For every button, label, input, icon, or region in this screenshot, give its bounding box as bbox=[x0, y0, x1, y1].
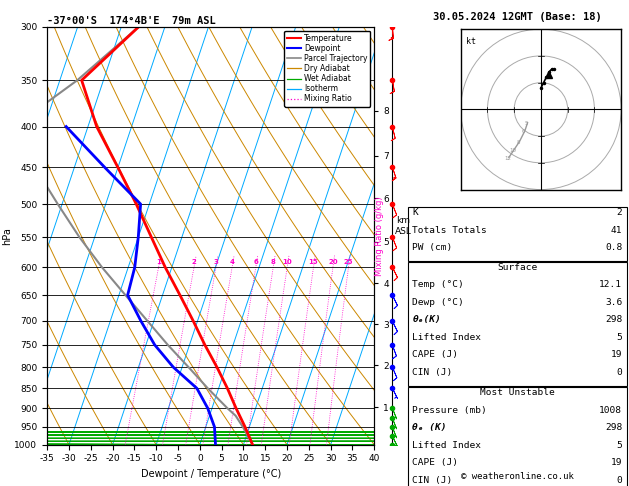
Text: 25: 25 bbox=[343, 259, 353, 265]
Text: 15: 15 bbox=[309, 259, 318, 265]
Text: 8: 8 bbox=[516, 140, 520, 145]
Y-axis label: km
ASL: km ASL bbox=[394, 216, 411, 236]
Legend: Temperature, Dewpoint, Parcel Trajectory, Dry Adiabat, Wet Adiabat, Isotherm, Mi: Temperature, Dewpoint, Parcel Trajectory… bbox=[284, 31, 370, 106]
Text: 6: 6 bbox=[253, 259, 258, 265]
Text: 2: 2 bbox=[616, 208, 622, 218]
Text: θₑ(K): θₑ(K) bbox=[413, 315, 441, 325]
Text: 0: 0 bbox=[616, 368, 622, 377]
X-axis label: Dewpoint / Temperature (°C): Dewpoint / Temperature (°C) bbox=[141, 469, 281, 479]
Text: Lifted Index: Lifted Index bbox=[413, 333, 481, 342]
Text: Dewp (°C): Dewp (°C) bbox=[413, 298, 464, 307]
Y-axis label: hPa: hPa bbox=[2, 227, 12, 244]
Text: 5: 5 bbox=[525, 122, 528, 126]
Text: 19: 19 bbox=[611, 350, 622, 360]
Text: 1008: 1008 bbox=[599, 406, 622, 415]
Text: Lifted Index: Lifted Index bbox=[413, 441, 481, 450]
Text: 2: 2 bbox=[192, 259, 196, 265]
Text: 298: 298 bbox=[605, 423, 622, 433]
Text: 30.05.2024 12GMT (Base: 18): 30.05.2024 12GMT (Base: 18) bbox=[433, 12, 602, 22]
Text: CIN (J): CIN (J) bbox=[413, 476, 453, 485]
Text: Surface: Surface bbox=[498, 263, 537, 272]
Text: 1: 1 bbox=[156, 259, 161, 265]
Text: 12.1: 12.1 bbox=[599, 280, 622, 290]
Bar bbox=[408, 387, 626, 486]
Text: 10: 10 bbox=[282, 259, 292, 265]
Text: CAPE (J): CAPE (J) bbox=[413, 458, 459, 468]
Text: 12: 12 bbox=[504, 156, 511, 161]
Text: 20: 20 bbox=[328, 259, 338, 265]
Text: 41: 41 bbox=[611, 226, 622, 235]
Bar bbox=[408, 207, 626, 261]
Text: 298: 298 bbox=[605, 315, 622, 325]
Text: 0.8: 0.8 bbox=[605, 243, 622, 253]
Text: 6: 6 bbox=[522, 129, 525, 135]
Text: Totals Totals: Totals Totals bbox=[413, 226, 487, 235]
Text: -37°00'S  174°4B'E  79m ASL: -37°00'S 174°4B'E 79m ASL bbox=[47, 16, 216, 26]
Text: kt: kt bbox=[466, 37, 476, 46]
Text: Most Unstable: Most Unstable bbox=[480, 388, 555, 398]
Text: © weatheronline.co.uk: © weatheronline.co.uk bbox=[461, 472, 574, 481]
Text: 5: 5 bbox=[616, 333, 622, 342]
Text: 5: 5 bbox=[616, 441, 622, 450]
Text: 3.6: 3.6 bbox=[605, 298, 622, 307]
Text: Mixing Ratio (g/kg): Mixing Ratio (g/kg) bbox=[375, 196, 384, 276]
Text: 3: 3 bbox=[213, 259, 218, 265]
Text: 8: 8 bbox=[271, 259, 276, 265]
Bar bbox=[408, 262, 626, 386]
Text: 4: 4 bbox=[230, 259, 235, 265]
Text: CAPE (J): CAPE (J) bbox=[413, 350, 459, 360]
Text: Pressure (mb): Pressure (mb) bbox=[413, 406, 487, 415]
Text: 0: 0 bbox=[616, 476, 622, 485]
Text: CIN (J): CIN (J) bbox=[413, 368, 453, 377]
Text: K: K bbox=[413, 208, 418, 218]
Text: θₑ (K): θₑ (K) bbox=[413, 423, 447, 433]
Text: Temp (°C): Temp (°C) bbox=[413, 280, 464, 290]
Text: 10: 10 bbox=[509, 148, 516, 153]
Text: 19: 19 bbox=[611, 458, 622, 468]
Text: PW (cm): PW (cm) bbox=[413, 243, 453, 253]
